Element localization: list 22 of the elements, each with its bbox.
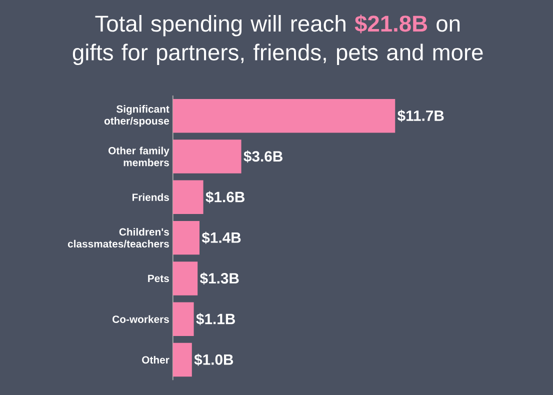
y-tick-label: Other	[142, 356, 170, 364]
bar	[172, 342, 192, 377]
bar	[172, 180, 204, 214]
data-label: $11.7B	[398, 110, 444, 122]
data-label: $1.0B	[194, 354, 234, 366]
bar	[172, 98, 396, 133]
y-tick-label: Significant other/spouse	[104, 105, 170, 127]
bar	[172, 140, 242, 174]
bar	[172, 220, 200, 255]
y-tick-label: Co-workers	[112, 315, 169, 323]
y-tick-label: Pets	[148, 274, 169, 282]
y-tick-label: Friends	[132, 193, 169, 201]
chart-title: Total spending will reach $21.8B on gifts for partners, friends, pets and more	[72, 14, 483, 65]
data-label: $1.1B	[196, 313, 235, 326]
data-label: $1.3B	[200, 272, 239, 285]
y-tick-label: Other family members	[108, 146, 170, 166]
bar	[172, 262, 198, 296]
data-label: $1.4B	[202, 232, 241, 244]
y-tick-label: Children's classmates/teachers	[68, 228, 169, 248]
bar	[172, 302, 194, 336]
data-label: $1.6B	[206, 191, 244, 204]
data-label: $3.6B	[244, 150, 282, 163]
